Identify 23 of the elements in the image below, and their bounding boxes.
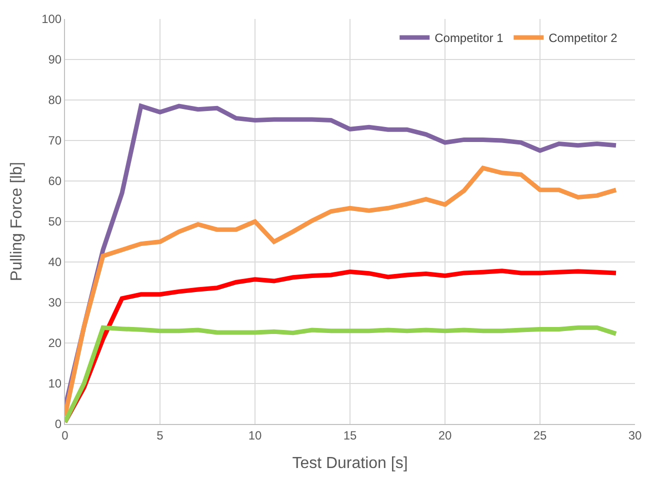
x-tick-label: 30 [628, 428, 642, 442]
x-tick-label: 15 [343, 428, 357, 442]
y-axis-title: Pulling Force [lb] [8, 162, 26, 282]
x-tick-label: 20 [438, 428, 452, 442]
y-tick-label: 100 [42, 12, 62, 26]
legend-label: Competitor 2 [548, 31, 618, 46]
y-tick-label: 60 [48, 174, 62, 188]
line-series [65, 166, 618, 418]
y-tick-label: 30 [48, 296, 62, 310]
y-tick-label: 10 [48, 376, 62, 391]
y-tick-label: 20 [48, 336, 62, 350]
x-tick-label: 5 [156, 428, 164, 442]
x-tick-label: 10 [248, 428, 262, 442]
legend-label: Competitor 1 [434, 31, 504, 46]
y-tick-label: 70 [48, 134, 62, 148]
y-tick-label: 40 [48, 255, 62, 270]
y-tick-label: 90 [48, 52, 62, 67]
y-tick-label: 0 [54, 417, 62, 432]
x-axis-title: Test Duration [s] [292, 455, 408, 472]
y-tick-label: 50 [48, 214, 62, 229]
y-tick-label: 80 [48, 93, 62, 108]
line-series [65, 325, 618, 424]
x-tick-label: 25 [533, 428, 547, 442]
